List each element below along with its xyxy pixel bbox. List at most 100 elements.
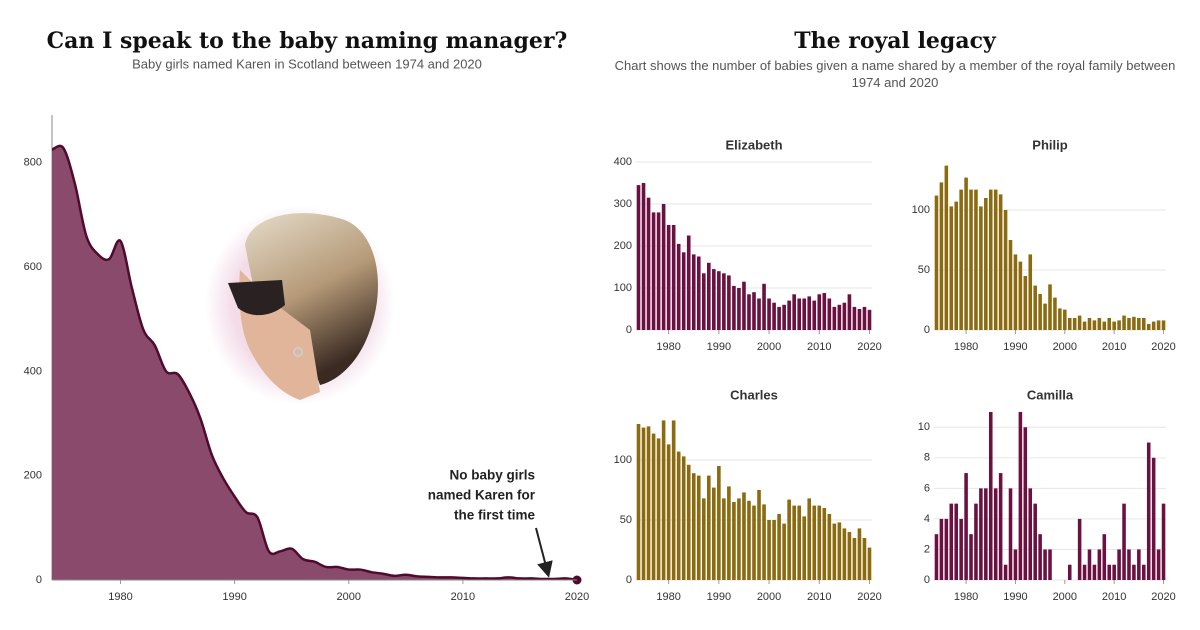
bar [782,523,786,580]
x-tick-label: 1990 [707,591,731,603]
bar [1048,284,1052,330]
bar [979,206,983,330]
bar [712,269,716,330]
bar [666,225,671,330]
bar [949,503,954,580]
bar [832,523,837,580]
bar [1151,457,1156,580]
bar [792,294,796,330]
x-tick-label: 2000 [336,591,360,603]
y-tick-label: 400 [614,156,632,168]
bar [722,498,726,580]
bar [1038,534,1042,580]
y-tick-label: 8 [924,452,930,464]
bar [842,528,847,580]
bar [867,547,872,580]
bar [691,473,696,580]
bar [862,538,867,580]
bar [969,189,973,330]
y-tick-label: 200 [24,470,42,482]
panel: 0 50 100 1980 1990 2000 2010 2020 Charles [614,387,882,602]
bar [1146,324,1151,330]
bar [817,294,822,330]
bar [676,451,681,580]
bar [1092,564,1097,580]
x-tick-label: 2020 [565,591,589,603]
bar [641,183,646,330]
bar [822,293,827,330]
annotation: No baby girls [449,468,535,483]
bar [1107,564,1112,580]
bar [984,198,988,330]
bar [712,487,716,580]
x-tick-label: 2020 [1151,341,1175,353]
bar [681,252,686,330]
x-tick-label: 1980 [954,591,978,603]
panel-title: Philip [1032,137,1067,152]
bar [984,488,988,580]
bar [1151,321,1156,330]
bar [646,426,651,580]
y-tick-label: 6 [924,482,930,494]
bar [1072,318,1077,330]
bar [1033,285,1037,330]
y-tick-label: 0 [924,574,930,586]
bar [1142,564,1146,580]
bar [1033,503,1037,580]
bar [1102,321,1107,330]
bar [686,235,691,330]
y-tick-label: 100 [614,454,632,466]
x-tick-label: 2010 [1102,341,1126,353]
bar [954,201,958,330]
y-tick-label: 50 [918,264,930,276]
bar [959,518,963,580]
panel: 0 2 4 6 8 10 1980 1990 2000 2010 2020 Camilla [918,387,1176,602]
x-tick-label: 2010 [451,591,475,603]
bar [1087,318,1092,330]
bar [1023,276,1028,330]
x-tick-label: 2000 [1053,591,1077,603]
bar [1161,320,1166,330]
bar [792,505,796,580]
bar [1142,318,1146,330]
bar [1112,564,1116,580]
bar [802,298,807,330]
x-tick-label: 1990 [1003,591,1027,603]
bar [998,194,1003,330]
bar [807,296,812,330]
bar [867,309,872,330]
bar [974,189,978,330]
bar [1028,254,1033,330]
bar [1156,549,1161,580]
bar [757,490,761,580]
x-tick-label: 2010 [807,341,831,353]
bar [964,473,968,580]
bar [651,433,656,580]
bar [852,538,857,580]
bar [772,520,776,580]
bar [1107,318,1112,330]
y-tick-label: 50 [620,514,632,526]
bar [944,518,949,580]
panel-title: Elizabeth [725,137,782,152]
bar [762,504,766,580]
bar [661,420,666,580]
y-tick-label: 0 [626,324,632,336]
bar [812,505,817,580]
x-tick-label: 2000 [1053,341,1077,353]
bar [1137,318,1141,330]
bar [1053,297,1057,330]
x-tick-label: 1980 [656,341,680,353]
x-tick-label: 2020 [1151,591,1175,603]
bar [752,292,756,330]
bar [641,427,646,580]
bar [737,498,741,580]
bar [1117,320,1121,330]
bar [636,185,641,330]
x-tick-label: 1980 [954,341,978,353]
annotation: the first time [454,508,536,523]
chart-subtitle: Baby girls named Karen in Scotland betwe… [132,56,482,71]
bar [1067,318,1072,330]
x-tick-label: 2020 [857,591,881,603]
bar [974,503,978,580]
